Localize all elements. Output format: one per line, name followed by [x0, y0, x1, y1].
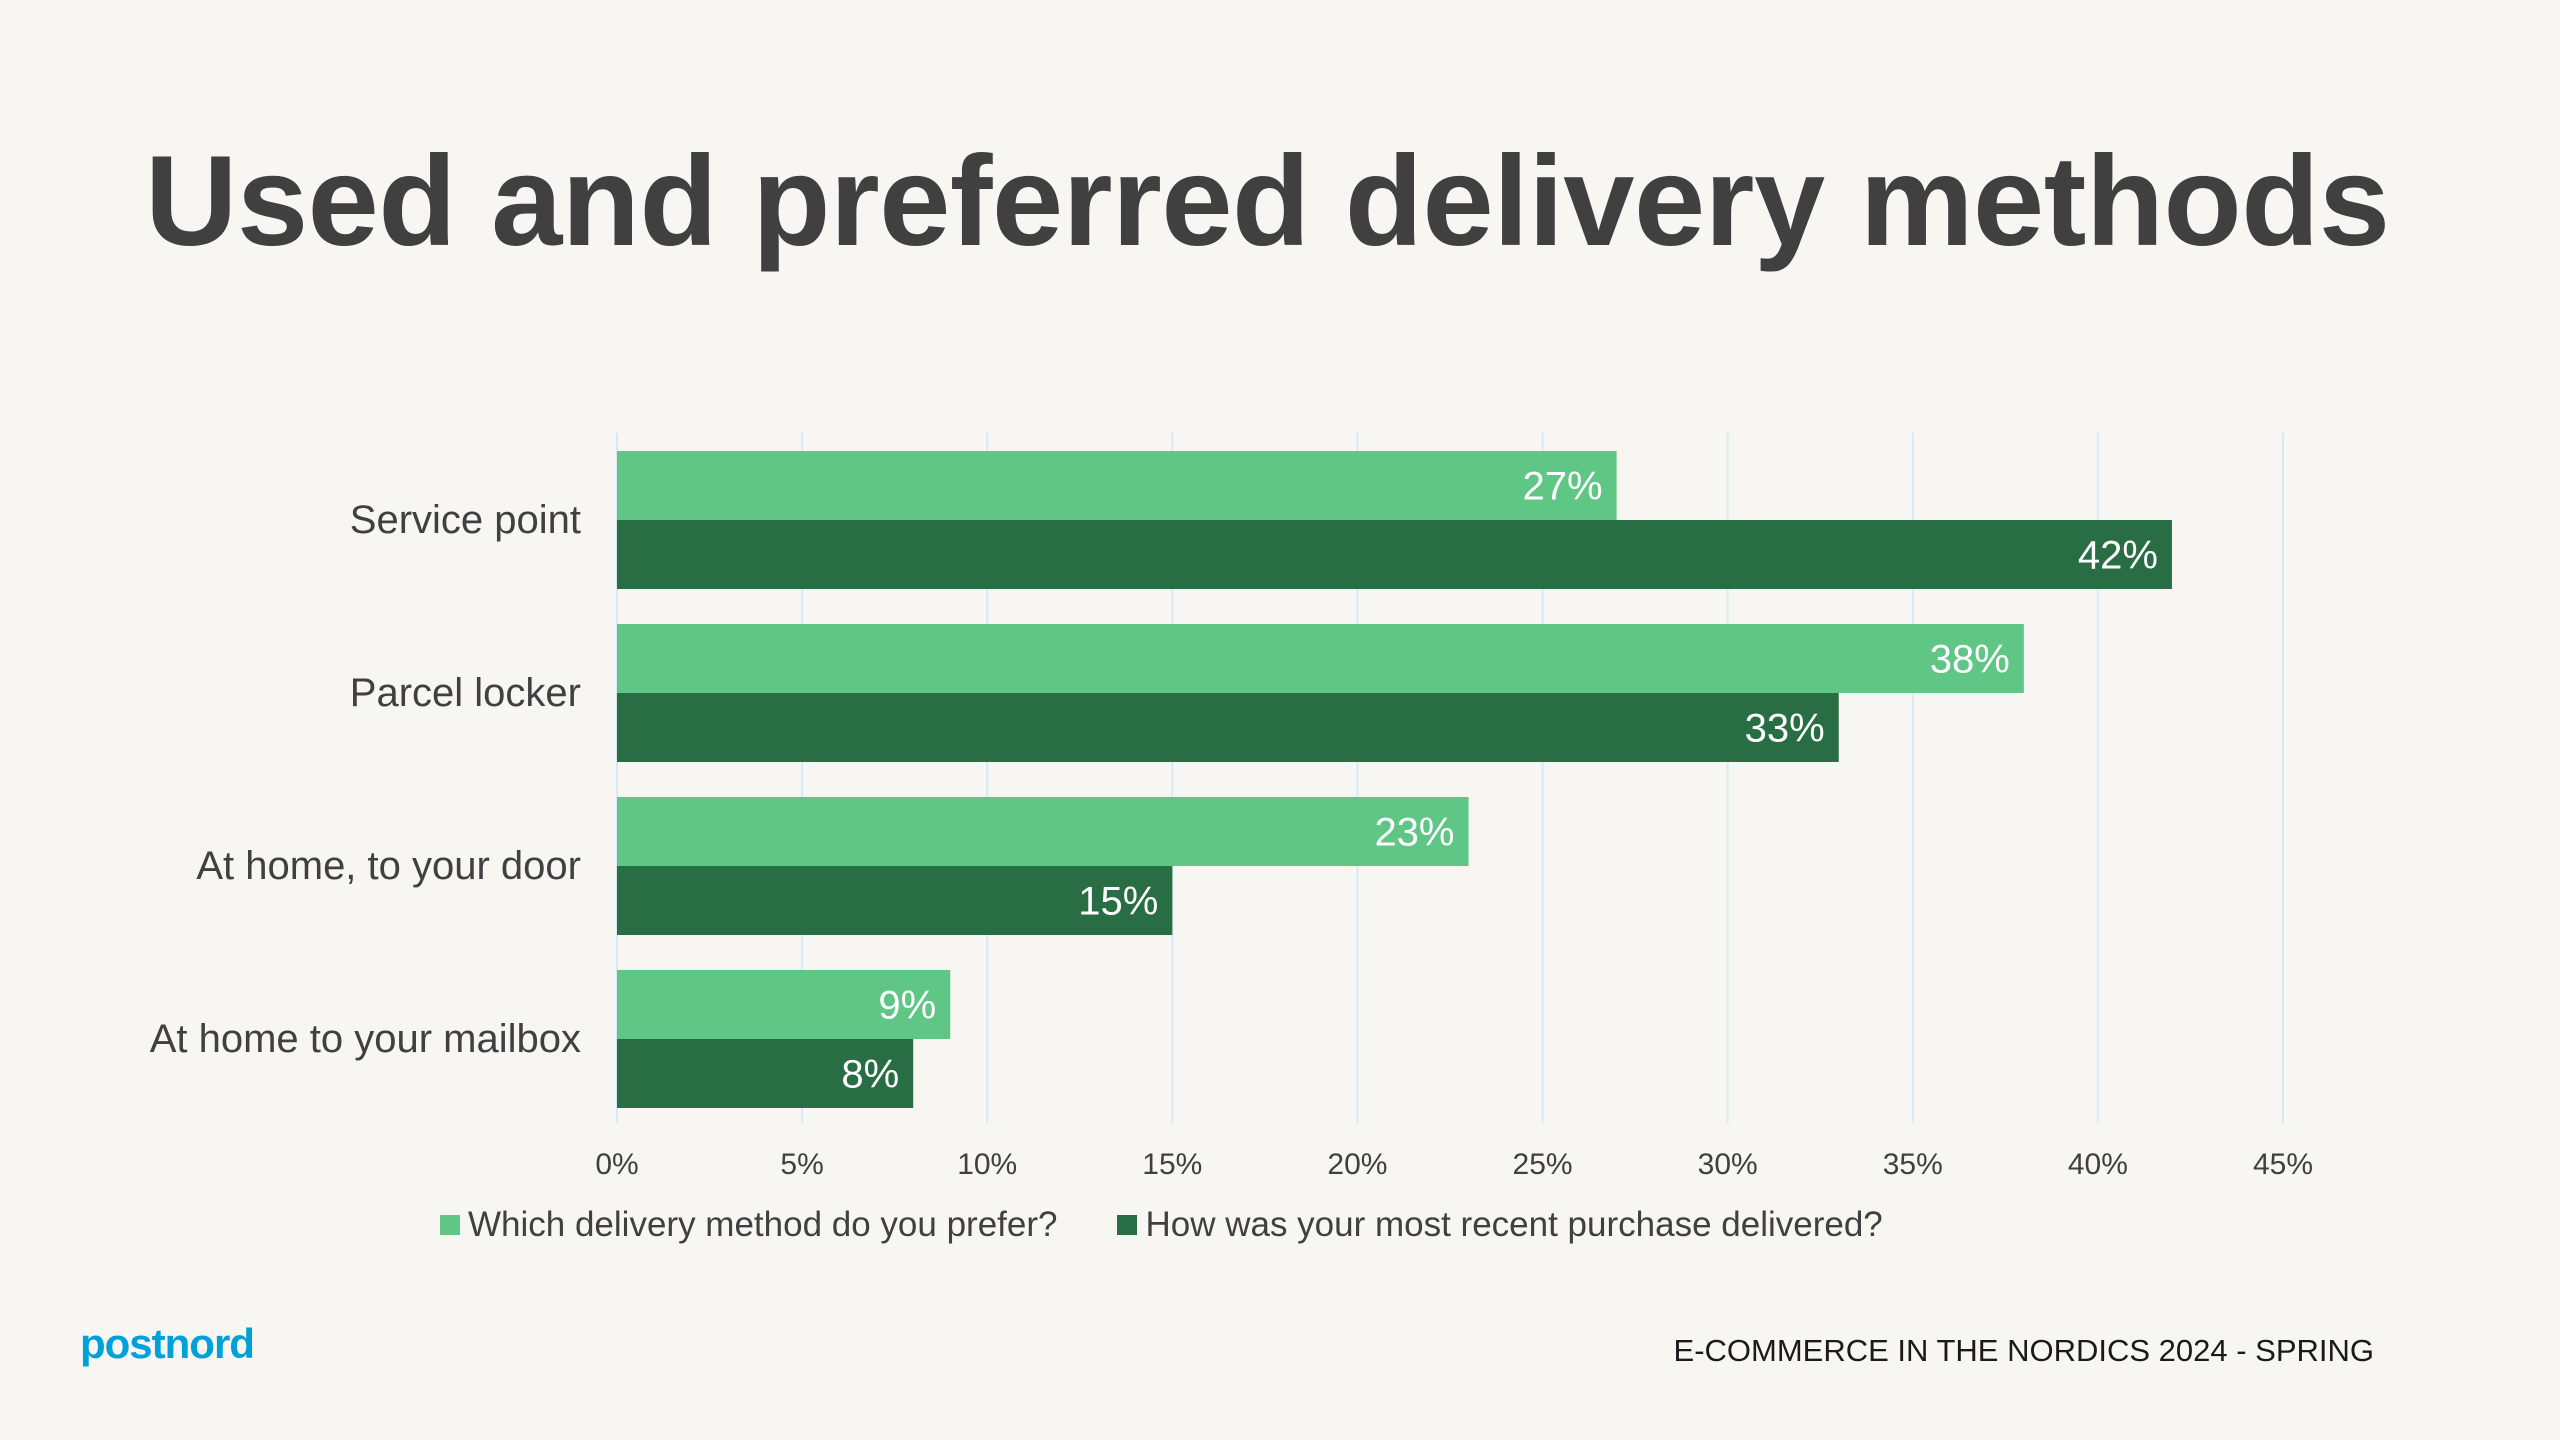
data-label: 27%: [1523, 465, 1603, 509]
x-tick-label: 25%: [1513, 1148, 1573, 1181]
legend-swatch-preferred: [440, 1215, 460, 1235]
legend-swatch-recent: [1117, 1215, 1138, 1235]
bar: [617, 797, 1469, 866]
legend-item-recent: How was your most recent purchase delive…: [1117, 1205, 1883, 1245]
bar: [617, 970, 951, 1039]
bar: [617, 624, 2024, 693]
data-label: 23%: [1374, 811, 1454, 855]
data-label: 9%: [878, 984, 936, 1028]
bar: [617, 866, 1173, 935]
x-tick-label: 5%: [780, 1148, 823, 1181]
data-label: 38%: [1930, 638, 2010, 682]
x-tick-label: 35%: [1883, 1148, 1943, 1181]
category-label: At home to your mailbox: [150, 1017, 581, 1061]
legend-label-preferred: Which delivery method do you prefer?: [468, 1205, 1058, 1244]
page-title: Used and preferred delivery methods: [145, 130, 2390, 273]
data-label: 8%: [841, 1053, 899, 1097]
category-label: At home, to your door: [196, 844, 581, 888]
postnord-logo: postnord: [80, 1320, 255, 1367]
bar: [617, 451, 1617, 520]
x-tick-label: 15%: [1142, 1148, 1202, 1181]
data-label: 33%: [1745, 707, 1825, 751]
x-tick-label: 0%: [595, 1148, 638, 1181]
x-tick-label: 30%: [1698, 1148, 1758, 1181]
legend: Which delivery method do you prefer? How…: [440, 1205, 1943, 1245]
x-tick-label: 45%: [2253, 1148, 2313, 1181]
bar: [617, 693, 1839, 762]
x-tick-label: 40%: [2068, 1148, 2128, 1181]
data-label: 42%: [2078, 534, 2158, 578]
legend-item-preferred: Which delivery method do you prefer?: [440, 1205, 1057, 1245]
legend-label-recent: How was your most recent purchase delive…: [1145, 1205, 1883, 1244]
x-tick-label: 10%: [957, 1148, 1017, 1181]
bar: [617, 520, 2172, 589]
x-tick-label: 20%: [1327, 1148, 1387, 1181]
data-label: 15%: [1078, 880, 1158, 924]
category-label: Parcel locker: [350, 671, 581, 715]
footer-text: E-COMMERCE IN THE NORDICS 2024 - SPRING: [1673, 1333, 2374, 1368]
category-label: Service point: [350, 498, 581, 542]
bar: [617, 1039, 914, 1108]
